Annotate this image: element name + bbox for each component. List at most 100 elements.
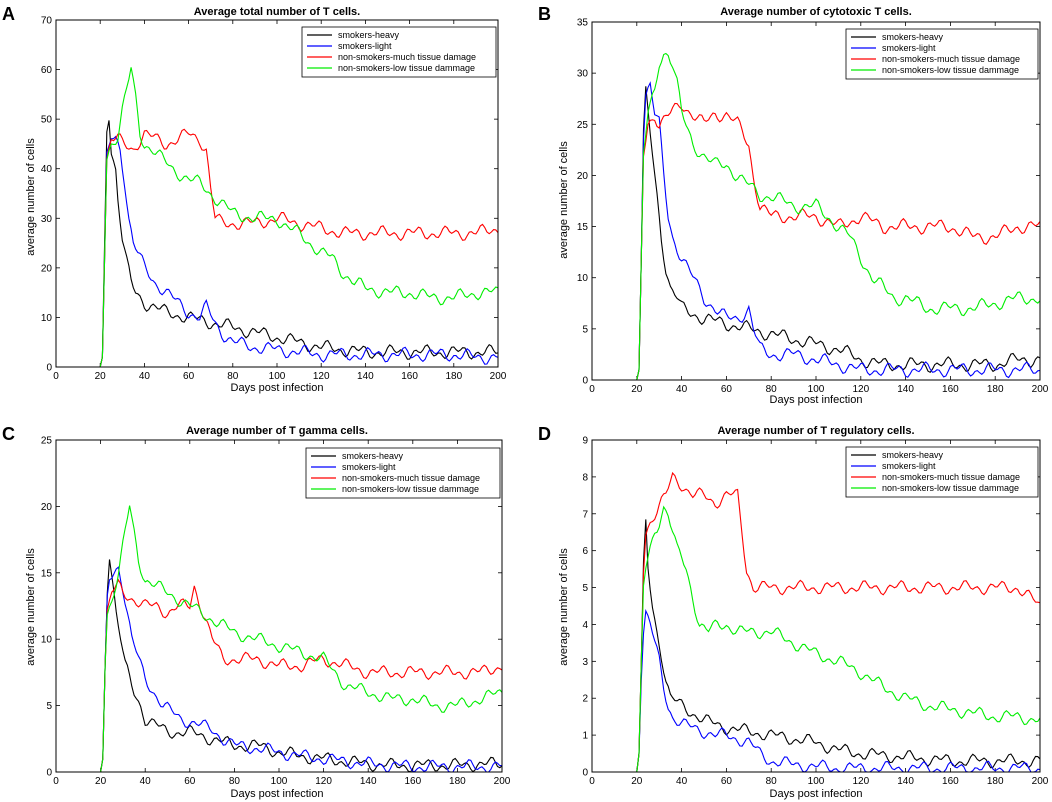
legend-label: smokers-light: [882, 43, 936, 53]
x-tick-label: 200: [490, 371, 507, 382]
y-axis-label: average number of cells: [25, 548, 37, 666]
x-tick-label: 180: [445, 371, 462, 382]
x-tick-label: 40: [139, 371, 151, 382]
axes-frame: [55, 439, 503, 773]
series-line-2: [592, 471, 1041, 773]
y-tick-label: 30: [577, 69, 589, 80]
x-tick-label: 20: [631, 776, 643, 787]
y-tick-label: 0: [46, 768, 52, 779]
y-tick-label: 25: [41, 436, 53, 447]
series-line-1: [56, 135, 499, 368]
y-tick-label: 0: [46, 363, 52, 374]
legend-label: non-smokers-much tissue damage: [882, 54, 1020, 64]
x-axis-label: Days post infection: [770, 394, 863, 406]
y-tick-label: 5: [582, 324, 588, 335]
y-axis-label: average number of cells: [25, 138, 37, 256]
y-axis-label: average number of cells: [558, 141, 570, 259]
chart-title: Average number of T regulatory cells.: [717, 425, 914, 437]
x-tick-label: 40: [140, 776, 152, 787]
y-tick-label: 35: [577, 18, 589, 29]
x-tick-label: 0: [589, 384, 595, 395]
y-tick-label: 4: [582, 620, 588, 631]
series-line-3: [56, 67, 499, 368]
series-line-1: [56, 566, 502, 773]
y-axis-label: average number of cells: [558, 548, 570, 666]
y-tick-label: 6: [582, 546, 588, 557]
chart-title: Average total number of T cells.: [194, 6, 360, 18]
x-tick-label: 20: [631, 384, 643, 395]
x-tick-label: 180: [987, 384, 1004, 395]
legend-box: [301, 26, 497, 78]
x-tick-label: 80: [766, 776, 778, 787]
y-tick-label: 5: [582, 583, 588, 594]
legend-box: [845, 446, 1039, 498]
x-tick-label: 60: [183, 371, 195, 382]
x-tick-label: 0: [53, 776, 59, 787]
panel-letter: B: [538, 4, 551, 24]
legend-label: non-smokers-much tissue damage: [342, 473, 480, 483]
legend-label: smokers-heavy: [882, 32, 944, 42]
legend-label: non-smokers-low tissue dammage: [882, 65, 1019, 75]
x-tick-label: 80: [229, 776, 241, 787]
y-tick-label: 20: [41, 263, 53, 274]
series-line-3: [56, 505, 503, 773]
x-tick-label: 180: [449, 776, 466, 787]
panel-letter: A: [2, 4, 15, 24]
x-axis-label: Days post infection: [770, 788, 863, 800]
x-tick-label: 160: [404, 776, 421, 787]
chart-title: Average number of T gamma cells.: [186, 425, 368, 437]
y-tick-label: 10: [577, 273, 589, 284]
legend-box: [305, 447, 501, 499]
series-line-0: [56, 120, 499, 368]
y-tick-label: 0: [582, 376, 588, 387]
series-line-2: [56, 578, 503, 773]
y-tick-label: 50: [41, 115, 53, 126]
x-tick-label: 120: [315, 776, 332, 787]
y-tick-label: 2: [582, 694, 588, 705]
x-tick-label: 80: [766, 384, 778, 395]
x-tick-label: 100: [808, 776, 825, 787]
panel-letter: C: [2, 424, 15, 444]
x-tick-label: 40: [676, 384, 688, 395]
y-tick-label: 60: [41, 65, 53, 76]
x-tick-label: 20: [95, 371, 107, 382]
y-tick-label: 30: [41, 214, 53, 225]
x-tick-label: 60: [721, 776, 733, 787]
legend-label: smokers-heavy: [338, 30, 400, 40]
legend-label: non-smokers-low tissue dammage: [882, 483, 1019, 493]
x-tick-label: 180: [987, 776, 1004, 787]
legend-label: non-smokers-much tissue damage: [882, 472, 1020, 482]
axes-frame: [591, 21, 1041, 381]
panel-letter: D: [538, 424, 551, 444]
legend-label: smokers-light: [342, 462, 396, 472]
y-tick-label: 25: [577, 120, 589, 131]
x-tick-label: 120: [852, 384, 869, 395]
series-line-2: [592, 102, 1041, 381]
y-tick-label: 10: [41, 635, 53, 646]
x-tick-label: 140: [357, 371, 374, 382]
axes-frame: [591, 439, 1041, 773]
series-line-3: [592, 505, 1041, 773]
series-line-0: [56, 559, 503, 773]
x-tick-label: 140: [360, 776, 377, 787]
x-tick-label: 80: [227, 371, 239, 382]
x-tick-label: 140: [897, 776, 914, 787]
y-tick-label: 20: [41, 502, 53, 513]
x-tick-label: 160: [942, 384, 959, 395]
legend-box: [845, 28, 1039, 80]
y-tick-label: 40: [41, 164, 53, 175]
series-line-3: [592, 52, 1041, 381]
y-tick-label: 7: [582, 509, 588, 520]
axes-frame: [55, 19, 499, 368]
y-tick-label: 8: [582, 472, 588, 483]
y-tick-label: 15: [41, 568, 53, 579]
x-tick-label: 60: [721, 384, 733, 395]
x-tick-label: 120: [852, 776, 869, 787]
x-tick-label: 60: [184, 776, 196, 787]
y-tick-label: 10: [41, 313, 53, 324]
x-tick-label: 40: [676, 776, 688, 787]
legend-label: non-smokers-low tissue dammage: [342, 484, 479, 494]
y-tick-label: 0: [582, 768, 588, 779]
panel-d: 0 20 40 60 80 100 120 140 160 180 200 0 1 2 3 4 5 6 7 8 9 smo…: [538, 424, 1049, 800]
